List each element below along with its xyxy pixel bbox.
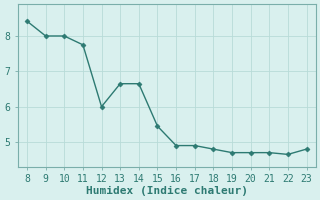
X-axis label: Humidex (Indice chaleur): Humidex (Indice chaleur) <box>86 186 248 196</box>
